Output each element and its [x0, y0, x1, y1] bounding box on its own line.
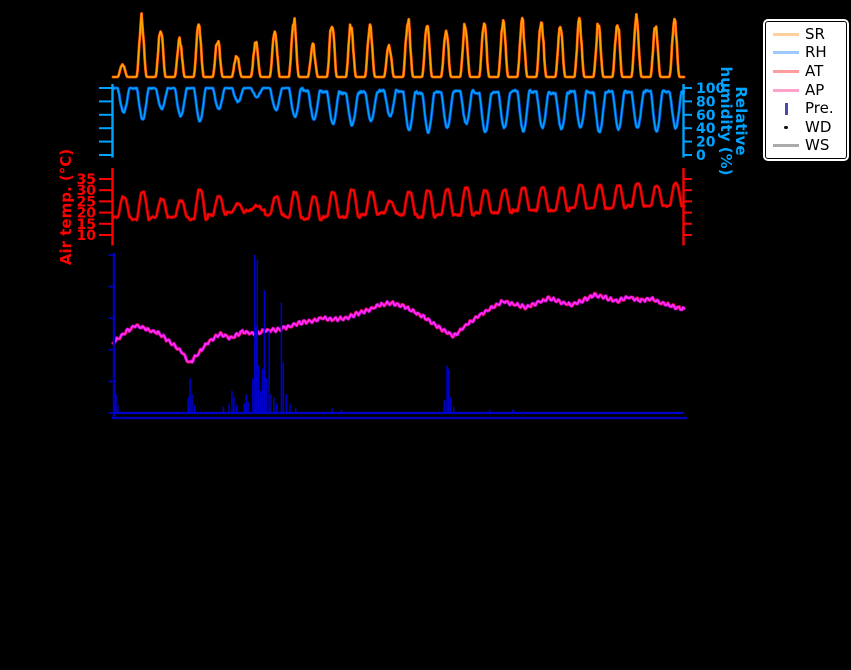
legend-label: WD	[805, 117, 832, 136]
rh-tick-label: 60	[696, 108, 716, 124]
legend-label: SR	[805, 24, 825, 43]
series-rh-edge	[111, 86, 686, 135]
at-tick-label: 15	[77, 217, 96, 233]
rh-tick-label: 80	[696, 94, 716, 110]
legend-item-rh: RH	[771, 44, 846, 63]
legend-marker-dot-wd	[771, 125, 801, 130]
at-tick-label: 10	[77, 228, 97, 244]
series-ap-line	[112, 292, 685, 363]
legend-label: RH	[805, 43, 827, 62]
legend-swatch	[773, 69, 799, 73]
legend-swatch	[784, 125, 788, 130]
rh-tick-label: 100	[696, 81, 725, 97]
legend-swatch	[773, 144, 799, 148]
series-layer	[111, 12, 686, 415]
legend-item-ws: WS	[771, 137, 846, 156]
legend-marker-line-at	[771, 69, 801, 73]
legend-marker-line-ap	[771, 88, 801, 92]
series-sr-edge	[111, 12, 686, 79]
rh-tick-label: 20	[696, 135, 716, 151]
rh-tick-label: 0	[696, 148, 706, 164]
rh-axis-title-line-2: humidity (%)	[717, 67, 735, 176]
series-sr-line	[112, 12, 685, 78]
legend-swatch	[773, 32, 799, 36]
legend-marker-line-sr	[771, 32, 801, 36]
legend-item-wd: WD	[771, 118, 846, 137]
series-rh-line	[112, 87, 685, 134]
legend-marker-line-rh	[771, 51, 801, 55]
legend-swatch	[773, 88, 799, 92]
at-tick-label: 25	[77, 194, 96, 210]
legend-label: AT	[805, 61, 824, 80]
legend-item-sr: SR	[771, 25, 846, 44]
axes-layer	[99, 84, 692, 420]
at-tick-label: 20	[77, 206, 97, 222]
legend-marker-vbar-pre	[771, 102, 801, 115]
at-tick-label: 35	[77, 172, 96, 188]
at-tick-label: 30	[77, 183, 97, 199]
legend-item-pre: Pre.	[771, 99, 846, 118]
legend-label: AP	[805, 80, 825, 99]
at-axis-title: Air temp. (°C)	[57, 149, 75, 265]
legend-swatch	[784, 102, 788, 115]
legend-marker-line-ws	[771, 144, 801, 148]
rh-tick-label: 40	[696, 121, 716, 137]
legend: SR RH AT AP Pre. WD WS	[765, 21, 847, 160]
legend-label: WS	[805, 136, 830, 155]
legend-item-at: AT	[771, 62, 846, 81]
legend-item-ap: AP	[771, 81, 846, 100]
legend-label: Pre.	[805, 99, 834, 118]
series-at-line	[112, 182, 685, 221]
legend-swatch	[773, 51, 799, 55]
rh-axis-title-line-1: Relative	[732, 86, 750, 155]
